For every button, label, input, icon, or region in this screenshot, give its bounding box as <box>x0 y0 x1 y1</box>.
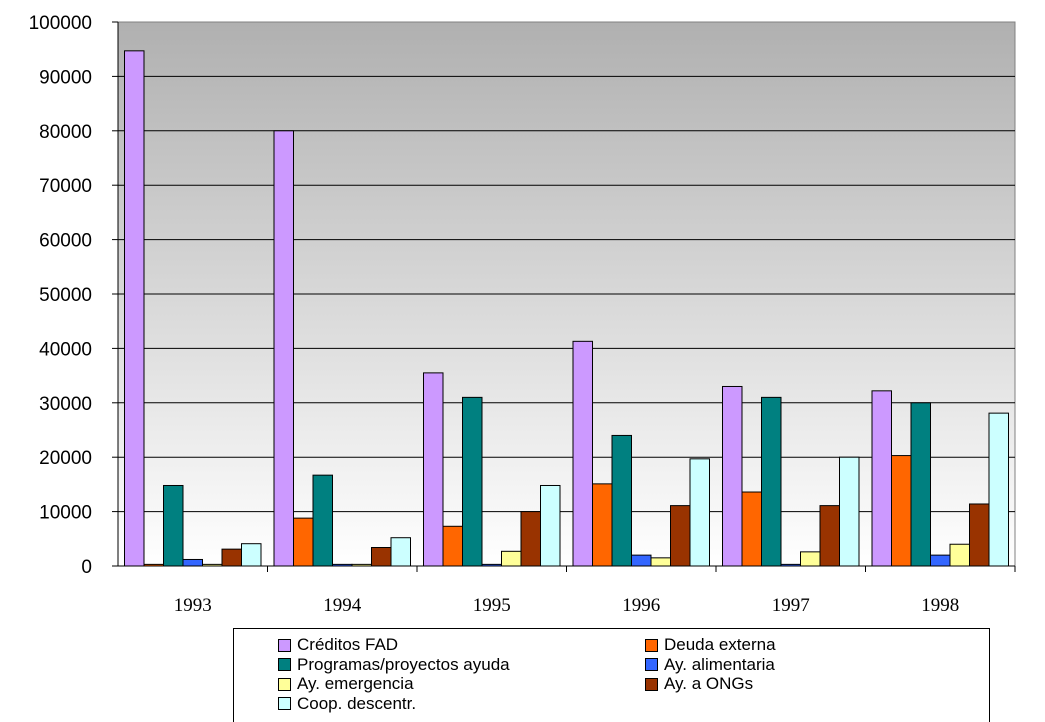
x-tick-label: 1996 <box>622 595 660 616</box>
x-tick-label: 1995 <box>473 595 511 616</box>
bar-1994-series-6 <box>390 537 411 567</box>
x-tick-labels: 1993 1994 1995 1996 1997 1998 <box>174 595 960 616</box>
bar-1998-series-0 <box>871 390 892 567</box>
bar-1998-series-3 <box>930 554 951 567</box>
bar-1996-series-4 <box>650 557 671 567</box>
bar-1995-series-1 <box>442 525 463 567</box>
bar-1995-series-5 <box>520 511 541 567</box>
bar-1996-series-0 <box>572 340 593 567</box>
bar-1995-series-6 <box>540 484 561 567</box>
legend-label: Ay. alimentaria <box>664 654 775 674</box>
y-tick-label: 20000 <box>39 448 92 469</box>
legend-item: Ay. emergencia <box>278 674 414 693</box>
legend-label: Programas/proyectos ayuda <box>297 654 510 674</box>
x-tick-label: 1998 <box>921 595 959 616</box>
bar-1994-series-1 <box>293 517 314 567</box>
legend-swatch <box>645 658 658 671</box>
legend-swatch <box>278 638 291 652</box>
y-tick-labels: 0 10000 20000 30000 40000 50000 60000 70000 8000… <box>29 13 118 578</box>
bar-1993-series-0 <box>124 50 145 567</box>
legend-swatch <box>278 658 291 671</box>
y-tick-label: 90000 <box>39 67 92 88</box>
gridlines <box>118 75 1015 513</box>
y-tick-label: 50000 <box>39 285 92 306</box>
bar-1993-series-3 <box>182 558 203 567</box>
bar-1996-series-3 <box>631 554 652 567</box>
legend-label: Ay. a ONGs <box>664 674 754 693</box>
legend-swatch <box>645 677 658 691</box>
bar-1997-series-6 <box>839 456 860 567</box>
bar-1998-series-6 <box>988 412 1009 567</box>
y-tick-label: 60000 <box>39 231 92 252</box>
bar-1995-series-2 <box>462 396 483 567</box>
bar-1993-series-2 <box>163 484 184 567</box>
legend-item: Deuda externa <box>645 635 776 654</box>
bar-1996-series-5 <box>670 505 691 567</box>
y-tick-label: 40000 <box>39 339 92 360</box>
y-tick-label: 70000 <box>39 176 92 197</box>
y-tick-label: 0 <box>81 557 92 578</box>
legend-label: Deuda externa <box>664 635 776 654</box>
x-tick-label: 1993 <box>174 595 212 616</box>
bar-1997-series-2 <box>761 396 782 567</box>
bar-1998-series-5 <box>969 503 990 567</box>
bar-1997-series-0 <box>722 385 743 567</box>
bar-1998-series-4 <box>949 543 970 567</box>
bar-1996-series-2 <box>611 434 632 567</box>
legend-label: Coop. descentr. <box>297 693 417 713</box>
chart: 0 10000 20000 30000 40000 50000 60000 70000 8000… <box>29 13 1016 616</box>
legend-item: Créditos FAD <box>278 635 399 654</box>
legend-item: Ay. a ONGs <box>645 674 754 693</box>
bar-1994-series-5 <box>371 547 392 567</box>
bar-1997-series-4 <box>800 551 821 567</box>
y-tick-label: 100000 <box>29 13 92 34</box>
x-tick-label: 1994 <box>323 595 362 616</box>
legend-swatch <box>278 677 291 691</box>
bar-1993-series-6 <box>241 543 262 567</box>
legend-item: Ay. alimentaria <box>645 654 775 674</box>
x-tick-label: 1997 <box>772 595 810 616</box>
bars <box>124 50 1009 567</box>
bar-1994-series-2 <box>312 474 333 567</box>
y-tick-label: 10000 <box>39 503 92 524</box>
legend-swatch <box>645 638 658 652</box>
legend-swatch <box>278 697 291 710</box>
legend-label: Ay. emergencia <box>297 674 414 693</box>
bar-1997-series-1 <box>741 491 762 567</box>
legend: Créditos FAD Deuda externa Programas/proye… <box>233 628 990 722</box>
bar-1994-series-0 <box>273 130 294 567</box>
bar-1996-series-1 <box>592 483 613 567</box>
legend-item: Programas/proyectos ayuda <box>278 654 510 674</box>
bar-1997-series-5 <box>819 505 840 567</box>
bar-1995-series-0 <box>423 372 444 567</box>
legend-item: Coop. descentr. <box>278 693 417 713</box>
bar-1996-series-6 <box>689 458 710 567</box>
y-tick-label: 80000 <box>39 122 92 143</box>
bar-1998-series-2 <box>910 402 931 567</box>
bar-1993-series-5 <box>221 548 242 567</box>
legend-label: Créditos FAD <box>297 635 399 654</box>
y-tick-label: 30000 <box>39 394 92 415</box>
bar-1998-series-1 <box>891 455 912 567</box>
bar-1995-series-4 <box>501 550 522 567</box>
